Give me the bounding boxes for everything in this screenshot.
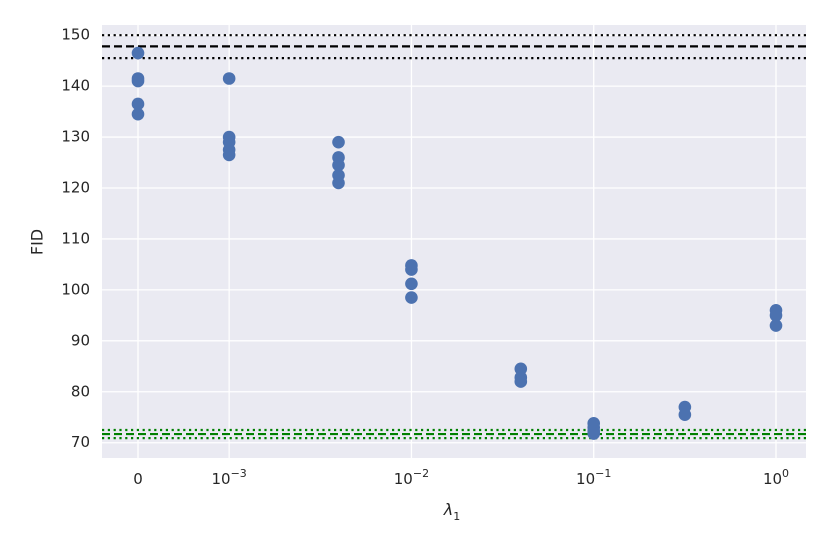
plot-background [102, 25, 806, 458]
data-points [131, 46, 783, 440]
x-tick-labels: 0 10−3 10−2 10−1 100 [133, 467, 789, 488]
data-point [222, 72, 236, 85]
x-tick-label: 0 [133, 470, 143, 488]
data-point [514, 362, 528, 376]
data-point [131, 107, 145, 121]
x-tick-label: 10−1 [576, 467, 611, 488]
data-point [332, 176, 345, 190]
x-axis-label-main: λ [443, 500, 453, 519]
reference-lines [102, 34, 806, 440]
data-point [678, 408, 692, 422]
y-tick-label: 120 [61, 179, 90, 197]
x-tick-label: 10−3 [211, 467, 246, 488]
y-tick-labels: 70 80 90 100 110 120 130 140 150 [61, 26, 90, 452]
data-point [405, 277, 418, 291]
x-axis-label: λ1 [443, 500, 460, 523]
x-tick-label: 100 [763, 467, 789, 488]
y-tick-label: 90 [71, 331, 90, 349]
data-point [131, 46, 145, 60]
y-tick-label: 80 [71, 382, 90, 400]
y-tick-label: 140 [61, 77, 90, 95]
data-point [769, 319, 783, 332]
data-point [332, 158, 345, 172]
y-axis-label: FID [28, 229, 47, 255]
x-tick-label: 10−2 [394, 467, 429, 488]
data-point [131, 97, 145, 111]
y-tick-label: 110 [61, 229, 90, 247]
data-point [131, 74, 145, 88]
gridlines [102, 25, 806, 458]
data-point [405, 291, 418, 304]
x-axis-label-subscript: 1 [453, 510, 460, 523]
data-point [587, 427, 601, 440]
y-tick-label: 100 [61, 280, 90, 298]
y-tick-label: 70 [71, 433, 90, 451]
data-point [222, 148, 236, 162]
y-tick-label: 150 [61, 26, 90, 44]
y-tick-label: 130 [61, 128, 90, 146]
data-point [769, 309, 783, 322]
data-point [405, 263, 418, 276]
data-point [514, 375, 528, 388]
data-point [332, 135, 345, 149]
